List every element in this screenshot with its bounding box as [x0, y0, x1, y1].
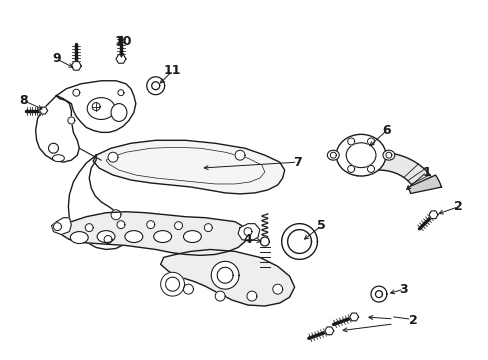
Polygon shape [287, 230, 311, 253]
Ellipse shape [124, 231, 142, 243]
Polygon shape [272, 284, 282, 294]
Text: 2: 2 [453, 200, 462, 213]
Polygon shape [165, 277, 179, 291]
Ellipse shape [52, 155, 64, 162]
Polygon shape [53, 223, 61, 231]
Polygon shape [151, 82, 160, 90]
Polygon shape [244, 228, 251, 235]
Polygon shape [51, 218, 71, 235]
Ellipse shape [70, 231, 88, 243]
Polygon shape [330, 152, 336, 158]
Polygon shape [367, 138, 374, 145]
Polygon shape [48, 143, 59, 153]
Polygon shape [174, 222, 182, 230]
Polygon shape [56, 81, 136, 132]
Polygon shape [111, 210, 121, 220]
Polygon shape [146, 221, 154, 229]
Text: 4: 4 [243, 233, 252, 246]
Polygon shape [343, 152, 435, 191]
Ellipse shape [111, 104, 127, 121]
Polygon shape [324, 327, 333, 335]
Polygon shape [349, 313, 358, 321]
Polygon shape [118, 90, 123, 96]
Text: 6: 6 [382, 124, 390, 137]
Polygon shape [367, 166, 374, 172]
Polygon shape [235, 150, 244, 160]
Polygon shape [246, 291, 256, 301]
Polygon shape [161, 249, 294, 306]
Polygon shape [85, 224, 93, 231]
Ellipse shape [183, 231, 201, 243]
Text: 8: 8 [20, 94, 28, 107]
Polygon shape [347, 138, 354, 145]
Polygon shape [108, 152, 118, 162]
Polygon shape [40, 107, 47, 114]
Polygon shape [281, 224, 317, 260]
Polygon shape [71, 62, 81, 70]
Polygon shape [217, 267, 233, 283]
Polygon shape [407, 175, 441, 193]
Polygon shape [104, 235, 112, 243]
Text: 7: 7 [293, 156, 302, 168]
Text: 10: 10 [114, 35, 131, 48]
Polygon shape [238, 224, 259, 242]
Polygon shape [68, 155, 131, 249]
Ellipse shape [97, 231, 115, 243]
Polygon shape [347, 166, 354, 172]
Ellipse shape [336, 134, 385, 176]
Polygon shape [146, 77, 164, 95]
Polygon shape [92, 103, 100, 111]
Polygon shape [428, 211, 437, 219]
Text: 9: 9 [52, 53, 61, 66]
Polygon shape [385, 152, 391, 158]
Polygon shape [161, 272, 184, 296]
Text: 11: 11 [163, 64, 181, 77]
Polygon shape [183, 284, 193, 294]
Polygon shape [61, 212, 247, 255]
Polygon shape [36, 96, 79, 162]
Polygon shape [260, 237, 269, 246]
Text: 3: 3 [399, 283, 407, 296]
Polygon shape [73, 89, 80, 96]
Polygon shape [165, 277, 179, 291]
Polygon shape [215, 291, 224, 301]
Text: 1: 1 [421, 166, 430, 179]
Polygon shape [93, 140, 284, 194]
Polygon shape [211, 261, 239, 289]
Polygon shape [370, 286, 386, 302]
Ellipse shape [382, 150, 394, 160]
Ellipse shape [326, 150, 339, 160]
Ellipse shape [87, 98, 115, 120]
Polygon shape [204, 224, 212, 231]
Ellipse shape [153, 231, 171, 243]
Text: 2: 2 [408, 314, 417, 327]
Ellipse shape [346, 143, 375, 168]
Polygon shape [116, 55, 126, 63]
Text: 5: 5 [316, 219, 325, 232]
Polygon shape [375, 291, 382, 298]
Polygon shape [117, 221, 124, 229]
Polygon shape [68, 117, 75, 124]
